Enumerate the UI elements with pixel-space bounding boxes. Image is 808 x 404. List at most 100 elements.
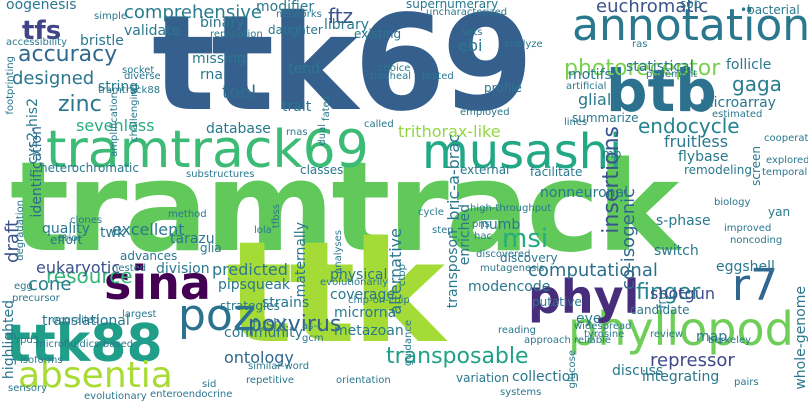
- word-cycle: cycle: [418, 207, 444, 218]
- word-analyses: analyses: [333, 230, 344, 274]
- word-photoreceptor: photoreceptor: [564, 56, 721, 81]
- word-sets: sets: [462, 27, 483, 38]
- word-analyze: analyze: [504, 39, 543, 50]
- word-phyllopod: phyllopod: [568, 302, 794, 356]
- word-translational: translational: [42, 313, 130, 329]
- word-twk: twk: [100, 225, 126, 241]
- word-coverage: coverage: [330, 287, 395, 303]
- word-flybase: flybase: [678, 149, 729, 165]
- word-microrna: microrna: [334, 305, 397, 321]
- word-predicted: predicted: [212, 260, 288, 279]
- word-engrailed: engrailed: [52, 315, 100, 326]
- word-systems: systems: [500, 387, 542, 398]
- word-btb: btb: [606, 57, 717, 125]
- word-fru: fru: [655, 292, 669, 309]
- word-clones: clones: [70, 215, 103, 226]
- word-strains: strains: [262, 295, 310, 311]
- word-discovered: discovered: [476, 249, 531, 260]
- word-eukaryotic: eukaryotic: [36, 258, 121, 277]
- word-diverse: diverse: [124, 71, 161, 82]
- word-simple: simple: [94, 11, 128, 22]
- word-ttk: ttk: [226, 212, 445, 375]
- word-degradation: degradation: [15, 200, 26, 261]
- word-ebi: ebi: [458, 36, 483, 55]
- word-integrating: integrating: [642, 369, 720, 385]
- word-phyl: phyl: [528, 270, 640, 324]
- word-as-c: as-c: [302, 321, 323, 332]
- word-ttk88: ttk88: [6, 314, 163, 374]
- word-bacterial: •bacterial: [740, 3, 800, 17]
- word-yan: yan: [768, 205, 791, 219]
- word-pipsqueak: pipsqueak: [218, 277, 291, 293]
- word-sina: sina: [104, 256, 211, 310]
- word-maternally: maternally: [293, 222, 309, 298]
- word-classes: classes: [300, 163, 344, 177]
- word-community: community: [224, 325, 303, 341]
- word-fushi: fushi: [252, 317, 286, 333]
- word-rnas: rnas: [286, 127, 308, 138]
- word-explored: explored: [766, 155, 808, 166]
- word-high-throughput: high-throughput: [470, 203, 552, 214]
- word-tramtrack69: tramtrack69: [46, 120, 369, 180]
- word-eye: eye: [576, 311, 602, 327]
- word-binary: binary: [200, 15, 245, 31]
- word-tested: tested: [422, 71, 454, 82]
- word-remodeling: remodeling: [684, 163, 752, 177]
- word-follicle: follicle: [726, 57, 772, 73]
- word-finger: finger: [636, 280, 701, 305]
- word-computational: computational: [528, 260, 658, 281]
- word-division: division: [156, 261, 210, 277]
- word-validate: validate: [124, 23, 181, 39]
- word-lola: lola: [254, 225, 272, 236]
- word-facilitate: facilitate: [530, 165, 583, 179]
- word-orientation: orientation: [336, 375, 391, 386]
- word-glia: glia: [200, 241, 222, 255]
- word-summarize: summarize: [572, 111, 639, 125]
- word-socket: socket: [122, 65, 155, 76]
- word-tool: tool: [222, 82, 257, 103]
- word-database: database: [206, 121, 271, 137]
- word-glial: glial: [578, 90, 612, 109]
- word-zinc: zinc: [58, 92, 102, 117]
- word-string: string: [98, 79, 139, 95]
- word-noncoding: noncoding: [730, 235, 783, 246]
- word-r7: r7: [732, 260, 779, 311]
- word-employed: employed: [460, 107, 510, 118]
- word-excellent: excellent: [112, 220, 185, 239]
- word-metazoan: metazoan: [334, 323, 404, 339]
- word-nonneuronal: nonneuronal: [540, 185, 629, 201]
- word-precursor: precursor: [12, 293, 60, 304]
- word-physical: physical: [330, 267, 388, 283]
- word-musashi: musashi: [422, 124, 623, 180]
- word-cys2-his2: cys2-his2: [25, 98, 41, 165]
- word-tramtrack: tramtrack: [10, 136, 679, 280]
- word-footprinting: footprinting: [5, 56, 16, 115]
- word-sensory: sensory: [8, 383, 48, 394]
- word-gcm: gcm: [302, 333, 324, 344]
- word-prior: prior: [58, 233, 82, 244]
- word-comprehensive: comprehensive: [124, 2, 262, 23]
- word-widespread: widespread: [574, 321, 632, 332]
- word-amplification: amplification: [109, 92, 120, 157]
- word-screen: screen: [749, 146, 763, 186]
- word-hac: hac: [474, 231, 492, 242]
- word-rnai: rnai: [200, 67, 227, 83]
- word-sop: sop: [680, 0, 702, 11]
- word-tyrosine: tyrosine: [584, 329, 625, 340]
- word-guidance: guidance: [403, 320, 414, 366]
- word-switch: switch: [654, 243, 699, 259]
- word-called: called: [364, 119, 394, 130]
- word-isoforms: isoforms: [20, 355, 63, 366]
- word-eggshell: eggshell: [716, 259, 775, 275]
- word-ontology: ontology: [224, 348, 294, 367]
- word-resource: resource: [46, 264, 133, 288]
- word-library: library: [324, 17, 370, 33]
- word-artificial: artificial: [566, 81, 607, 92]
- word-p-element: p-element: [646, 69, 698, 80]
- word-berkeley: berkeley: [708, 335, 752, 346]
- word-designed: designed: [12, 68, 95, 89]
- word-reading: reading: [498, 325, 536, 336]
- word-candidate: candidate: [630, 303, 690, 317]
- word-enteroendocrine: enteroendocrine: [150, 389, 233, 400]
